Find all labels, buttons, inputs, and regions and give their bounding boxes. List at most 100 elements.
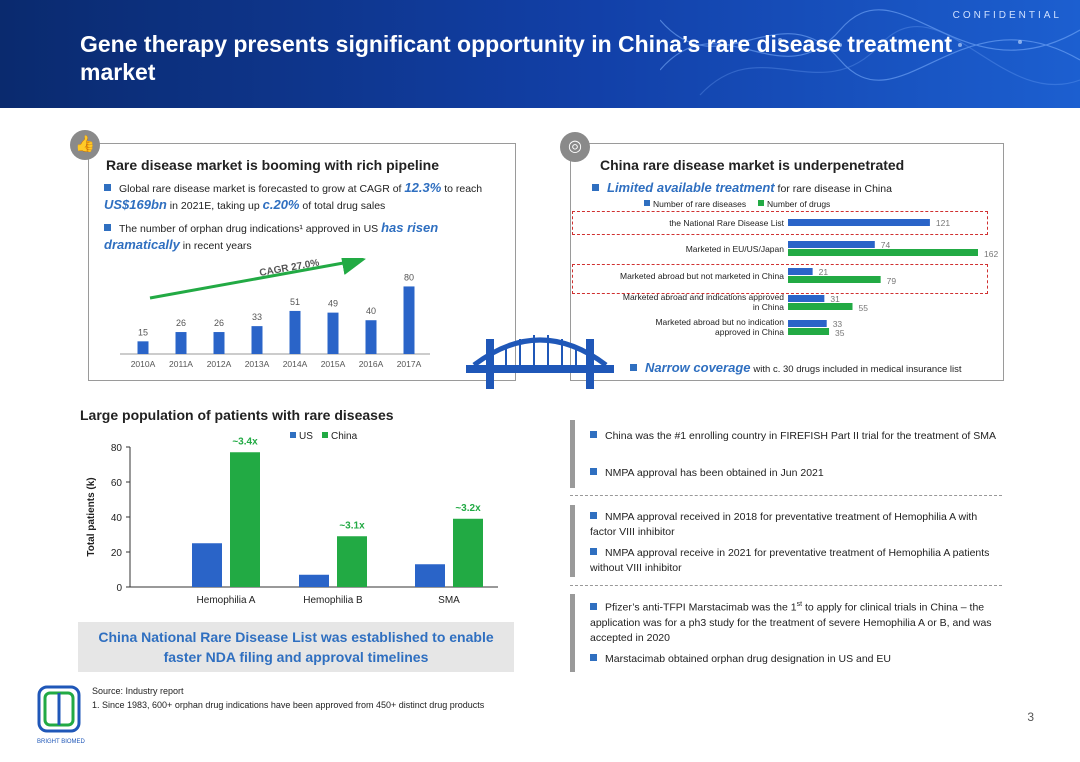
marstacimab-odd-bullet: Marstacimab obtained orphan drug designa… — [590, 652, 1000, 667]
chart1-tick-label: 2011A — [169, 359, 193, 369]
chart2-value-label: 35 — [835, 328, 845, 338]
marstacimab-trial-bullet: Pfizer’s anti-TFPI Marstacimab was the 1… — [590, 601, 992, 644]
confidential-label: CONFIDENTIAL — [952, 10, 1062, 21]
chart1-bar — [251, 326, 263, 354]
chart1-tick-label: 2012A — [207, 359, 232, 369]
target-icon: ◎ — [560, 132, 590, 162]
chart1-bar — [213, 332, 225, 354]
chart2-category-label: in China — [753, 302, 784, 312]
chart1-bar — [137, 341, 149, 354]
chart3-bar-us — [299, 574, 329, 587]
chart3-bar-china — [230, 452, 260, 587]
chart3-y-tick-label: 40 — [111, 513, 123, 524]
patients-bar-chart: 0 20 40 60 80 Total patients (k) ~3.4x Hemophi… — [86, 431, 498, 606]
chart3-multiple-label: ~3.2x — [455, 503, 481, 514]
slide-title: Gene therapy presents significant opport… — [80, 31, 953, 85]
nmpa-2021-bullet: NMPA approval receive in 2021 for preven… — [590, 547, 990, 574]
chart3-category-label: SMA — [438, 595, 460, 606]
group-3-bar — [570, 594, 575, 672]
chart3-bar-china — [453, 518, 483, 587]
chart3-legend-label-china: China — [331, 431, 358, 442]
thumbs-up-icon: 👍 — [70, 130, 100, 160]
chart2-bar-drugs — [788, 276, 881, 283]
penetration-bullet-1: Limited available treatment for rare dis… — [592, 180, 992, 197]
bridge-icon — [466, 335, 614, 389]
chart1-value-label: 51 — [290, 297, 300, 307]
chart2-bar-drugs — [788, 249, 978, 256]
chart1-tick-label: 2010A — [131, 359, 156, 369]
national-list-callout: China National Rare Disease List was est… — [78, 622, 514, 672]
chart1-tick-label: 2015A — [321, 359, 346, 369]
nmpa-sma-bullet: NMPA approval has been obtained in Jun 2… — [590, 466, 1000, 481]
pipeline-panel-title: Rare disease market is booming with rich… — [106, 157, 439, 173]
chart2-bar-rare-diseases — [788, 241, 875, 248]
chart1-bar — [289, 310, 301, 354]
pipeline-bullet-1: Global rare disease market is forecasted… — [104, 180, 483, 212]
chart1-tick-label: 2014A — [283, 359, 308, 369]
cagr-label: CAGR 27.0% — [259, 258, 321, 279]
chart2-category-label: Marketed abroad but not marketed in Chin… — [620, 271, 784, 281]
chart1-value-label: 33 — [252, 312, 262, 322]
chart3-multiple-label: ~3.4x — [232, 436, 258, 447]
chart2-value-label: 21 — [819, 267, 829, 277]
nmpa-2018-bullet: NMPA approval received in 2018 for preve… — [590, 511, 978, 538]
company-logo: BRIGHT BIOMED — [37, 685, 86, 745]
chart1-bar — [403, 286, 415, 354]
chart2-value-label: 33 — [833, 319, 843, 329]
chart1-bar — [327, 312, 339, 354]
legend-label-drugs: Number of drugs — [767, 199, 830, 209]
chart1-tick-label: 2013A — [245, 359, 270, 369]
penetration-bullet-2: Narrow coverage with c. 30 drugs include… — [630, 360, 1010, 378]
footnote-1: 1. Since 1983, 600+ orphan drug indicati… — [92, 700, 485, 710]
group-separator-1 — [570, 495, 1002, 496]
chart3-legend-swatch-us — [290, 432, 296, 438]
chart3-legend-label-us: US — [299, 431, 313, 442]
chart2-category-label: the National Rare Disease List — [669, 218, 784, 228]
chart2-value-label: 162 — [984, 249, 998, 259]
group-separator-2 — [570, 585, 1002, 586]
chart3-category-label: Hemophilia B — [303, 595, 363, 606]
chart3-y-tick-label: 80 — [111, 443, 123, 454]
pipeline-panel — [88, 143, 516, 381]
chart3-legend-swatch-china — [322, 432, 328, 438]
china-rare-disease-hbar-chart: Number of rare diseases Number of drugs t… — [620, 199, 998, 338]
chart1-tick-label: 2017A — [397, 359, 422, 369]
chart2-bar-rare-diseases — [788, 268, 813, 275]
chart3-bar-us — [192, 543, 222, 587]
chart2-bar-rare-diseases — [788, 219, 930, 226]
chart3-bar-us — [415, 564, 445, 587]
chart2-category-label: Marketed abroad but no indication — [655, 317, 784, 327]
group-1-bar — [570, 420, 575, 488]
group-2-bar — [570, 505, 575, 577]
highlight-box-national-list — [572, 211, 988, 235]
chart1-bar — [175, 332, 187, 354]
chart1-value-label: 26 — [214, 318, 224, 328]
penetration-panel-title: China rare disease market is underpenetr… — [600, 157, 905, 173]
svg-text:BRIGHT BIOMED: BRIGHT BIOMED — [37, 739, 86, 745]
chart3-category-label: Hemophilia A — [197, 595, 256, 606]
chart3-y-tick-label: 0 — [116, 583, 122, 594]
chart3-y-axis-label: Total patients (k) — [86, 477, 97, 556]
chart3-y-tick-label: 60 — [111, 478, 123, 489]
legend-swatch-rare-diseases — [644, 200, 650, 206]
dna-helix-decoration — [660, 9, 1080, 96]
chart2-category-label: Marketed abroad and indications approved — [623, 292, 784, 302]
cagr-arrow — [149, 258, 366, 300]
chart3-bar-china — [337, 536, 367, 587]
chart1-value-label: 26 — [176, 318, 186, 328]
chart2-category-label: approved in China — [715, 327, 784, 337]
orphan-drug-bar-chart: CAGR 27.0% 15 2010A 26 2011A 26 2012A 33 2013A 5… — [120, 258, 430, 369]
source-note: Source: Industry report — [92, 686, 184, 696]
firefish-bullet: China was the #1 enrolling country in FI… — [590, 429, 1000, 444]
chart2-value-label: 74 — [881, 240, 891, 250]
chart3-multiple-label: ~3.1x — [339, 520, 365, 531]
chart1-value-label: 49 — [328, 299, 338, 309]
chart2-bar-rare-diseases — [788, 320, 827, 327]
page-number: 3 — [1027, 710, 1034, 724]
chart2-bar-drugs — [788, 303, 853, 310]
callout-line-1: China National Rare Disease List was est… — [98, 629, 494, 645]
chart3-y-tick-label: 20 — [111, 548, 123, 559]
chart1-bar — [365, 320, 377, 354]
slide-header: CONFIDENTIAL Gene therapy presents signi… — [0, 0, 1080, 108]
chart1-tick-label: 2016A — [359, 359, 384, 369]
